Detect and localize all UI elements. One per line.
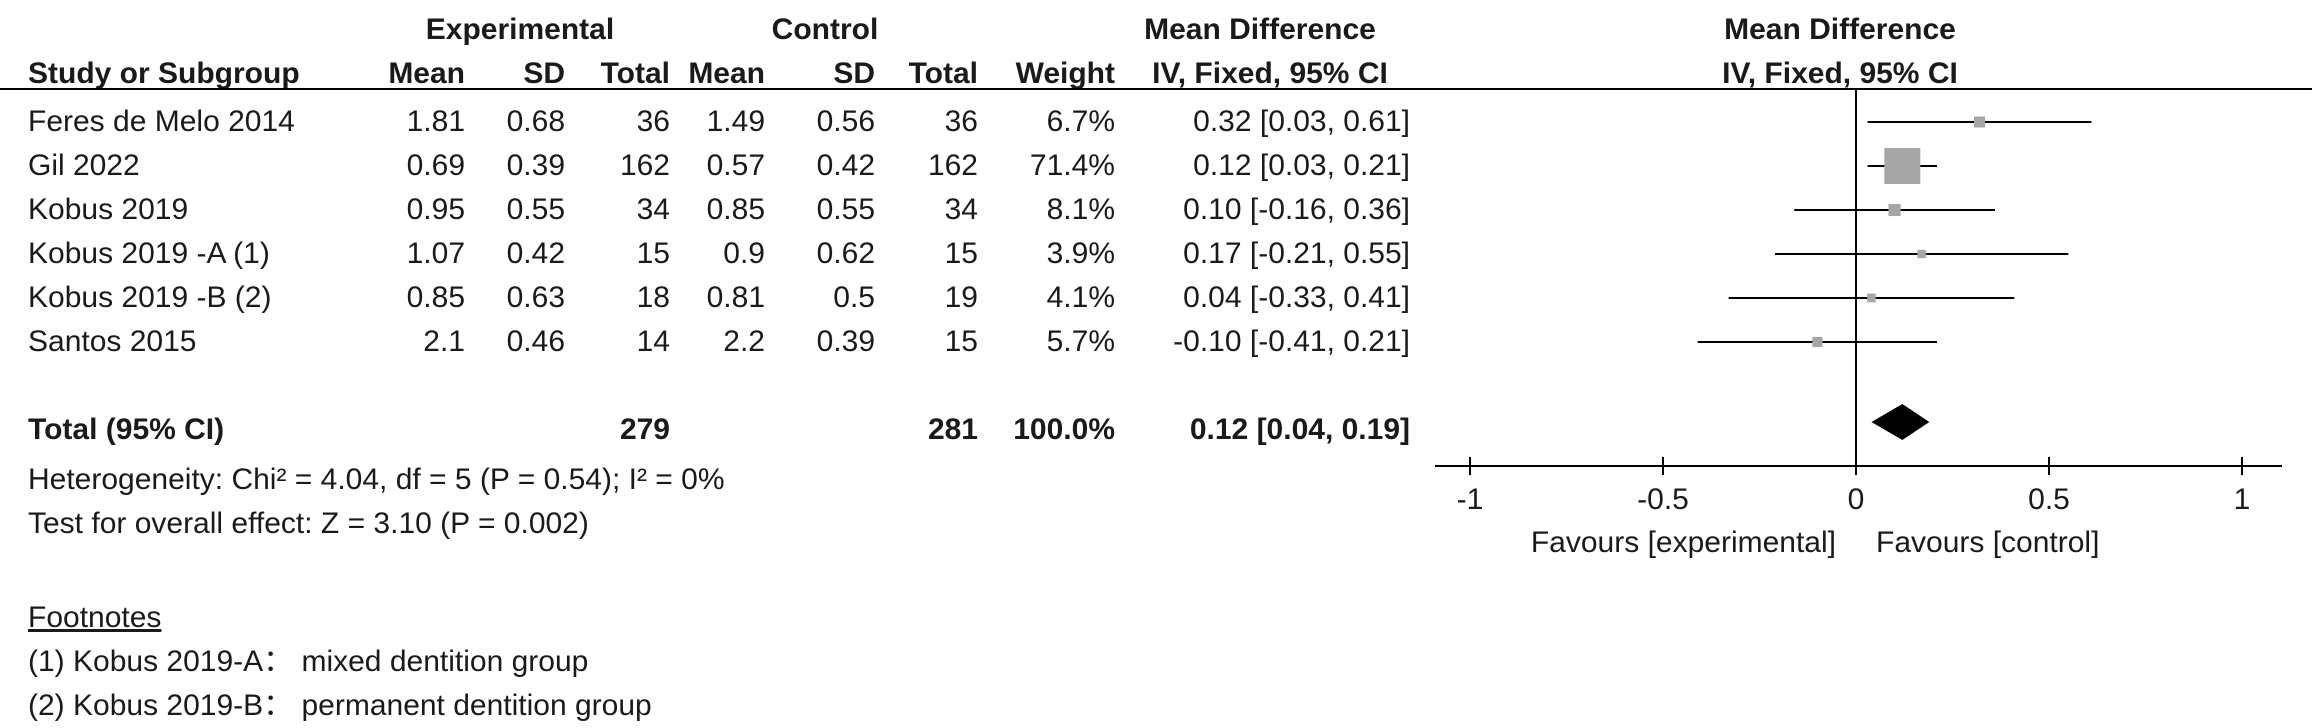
weight: 6.7%: [1046, 105, 1115, 138]
sd-experimental: 0.63: [506, 281, 565, 314]
study-effect-marker: [1917, 249, 1926, 259]
col-mean-experimental: Mean: [388, 57, 465, 90]
total-control: 34: [944, 193, 978, 226]
sd-experimental: 0.46: [506, 325, 565, 358]
mean-difference-ci: 0.04 [-0.33, 0.41]: [1183, 281, 1410, 314]
x-tick-label: 1: [2234, 483, 2251, 516]
col-study: Study or Subgroup: [28, 57, 300, 90]
mean-control: 1.49: [706, 105, 765, 138]
weight: 71.4%: [1029, 149, 1115, 182]
study-name: Kobus 2019 -A (1): [28, 237, 270, 270]
x-tick-label: -1: [1457, 483, 1484, 516]
study-name: Feres de Melo 2014: [28, 105, 295, 138]
mean-experimental: 0.95: [406, 193, 465, 226]
total-control: 15: [944, 325, 978, 358]
x-tick-label: 0: [1848, 483, 1865, 516]
mean-experimental: 0.69: [406, 149, 465, 182]
weight: 5.7%: [1046, 325, 1115, 358]
study-effect-marker: [1884, 148, 1921, 184]
mean-difference-ci: 0.12 [0.03, 0.21]: [1193, 149, 1410, 182]
weight: 4.1%: [1046, 281, 1115, 314]
total-label: Total (95% CI): [28, 413, 225, 446]
study-name: Kobus 2019: [28, 193, 189, 226]
sd-control: 0.56: [816, 105, 875, 138]
x-tick-label: 0.5: [2028, 483, 2070, 516]
total-experimental: 18: [636, 281, 670, 314]
sd-experimental: 0.42: [506, 237, 565, 270]
total-experimental: 162: [619, 149, 670, 182]
total-experimental: 15: [636, 237, 670, 270]
study-effect-marker: [1974, 116, 1986, 128]
col-sd-control: SD: [833, 57, 875, 90]
sd-experimental: 0.39: [506, 149, 565, 182]
total-experimental: 34: [636, 193, 670, 226]
col-total-control: Total: [908, 57, 978, 90]
mean-control: 2.2: [723, 325, 765, 358]
mean-control: 0.81: [706, 281, 765, 314]
footnote-item: (1) Kobus 2019-A： mixed dentition group: [28, 645, 589, 678]
col-total-experimental: Total: [600, 57, 670, 90]
pooled-effect-diamond: [1871, 404, 1930, 440]
sd-control: 0.55: [816, 193, 875, 226]
mean-experimental: 2.1: [423, 325, 465, 358]
total-control: 15: [944, 237, 978, 270]
mean-experimental: 1.81: [406, 105, 465, 138]
mean-difference-ci: -0.10 [-0.41, 0.21]: [1173, 325, 1410, 358]
total-control: 162: [927, 149, 978, 182]
total-experimental: 14: [636, 325, 670, 358]
mean-difference-ci: 0.10 [-0.16, 0.36]: [1183, 193, 1410, 226]
total-mean-difference-ci: 0.12 [0.04, 0.19]: [1189, 413, 1410, 446]
weight: 3.9%: [1046, 237, 1115, 270]
total-weight: 100.0%: [1013, 413, 1115, 446]
heterogeneity-stats: Heterogeneity: Chi² = 4.04, df = 5 (P = …: [28, 463, 725, 496]
overall-effect-test: Test for overall effect: Z = 3.10 (P = 0…: [28, 507, 589, 540]
col-method-left: IV, Fixed, 95% CI: [1152, 57, 1388, 90]
header-md-right: Mean Difference: [1724, 13, 1956, 46]
total-experimental-sum: 279: [619, 413, 670, 446]
study-name: Kobus 2019 -B (2): [28, 281, 272, 314]
sd-control: 0.42: [816, 149, 875, 182]
mean-experimental: 0.85: [406, 281, 465, 314]
header-experimental: Experimental: [425, 13, 615, 46]
col-method-right: IV, Fixed, 95% CI: [1722, 57, 1958, 90]
col-mean-control: Mean: [688, 57, 765, 90]
footnotes-title: Footnotes: [28, 601, 162, 634]
col-weight: Weight: [1015, 57, 1115, 90]
study-name: Santos 2015: [28, 325, 197, 358]
sd-control: 0.62: [816, 237, 875, 270]
study-effect-marker: [1867, 293, 1876, 303]
sd-experimental: 0.55: [506, 193, 565, 226]
header-control: Control: [771, 13, 879, 46]
study-effect-marker: [1812, 336, 1823, 348]
study-effect-marker: [1888, 203, 1901, 217]
sd-control: 0.5: [833, 281, 875, 314]
sd-control: 0.39: [816, 325, 875, 358]
weight: 8.1%: [1046, 193, 1115, 226]
total-control-sum: 281: [927, 413, 978, 446]
mean-experimental: 1.07: [406, 237, 465, 270]
mean-difference-ci: 0.17 [-0.21, 0.55]: [1183, 237, 1410, 270]
mean-control: 0.57: [706, 149, 765, 182]
x-tick-label: -0.5: [1637, 483, 1689, 516]
mean-control: 0.9: [723, 237, 765, 270]
header-md-left: Mean Difference: [1144, 13, 1376, 46]
footnote-item: (2) Kobus 2019-B： permanent dentition gr…: [28, 689, 652, 722]
study-name: Gil 2022: [28, 149, 140, 182]
col-sd-experimental: SD: [523, 57, 565, 90]
mean-control: 0.85: [706, 193, 765, 226]
sd-experimental: 0.68: [506, 105, 565, 138]
total-experimental: 36: [636, 105, 670, 138]
header-rule: [0, 88, 2312, 90]
total-control: 19: [944, 281, 978, 314]
total-control: 36: [944, 105, 978, 138]
mean-difference-ci: 0.32 [0.03, 0.61]: [1193, 105, 1410, 138]
favours-control-label: Favours [control]: [1876, 526, 2099, 559]
favours-experimental-label: Favours [experimental]: [1531, 526, 1836, 559]
